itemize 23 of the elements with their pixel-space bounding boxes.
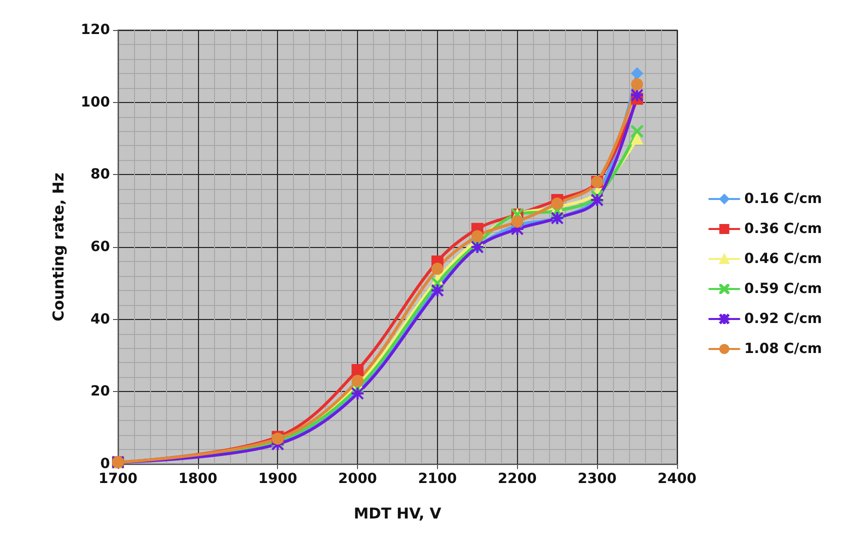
y-tick-label: 100 (80, 94, 110, 110)
x-axis-title: MDT HV, V (354, 504, 442, 522)
legend-label: 0.16 C/cm (744, 191, 822, 207)
legend-label: 0.36 C/cm (744, 221, 822, 237)
y-tick-label: 60 (90, 239, 110, 255)
x-tick-label: 1700 (98, 471, 138, 487)
y-tick-label: 0 (100, 456, 110, 472)
y-tick-label: 20 (90, 384, 110, 400)
legend-label: 0.92 C/cm (744, 311, 822, 327)
y-axis-title: Counting rate, Hz (50, 172, 68, 322)
x-tick-label: 2400 (658, 471, 697, 487)
y-tick-label: 120 (80, 22, 110, 38)
x-tick-label: 2200 (498, 471, 538, 487)
x-tick-label: 2300 (578, 471, 617, 487)
x-tick-label: 1900 (258, 471, 298, 487)
x-tick-label: 2000 (338, 471, 378, 487)
x-tick-label: 2100 (418, 471, 458, 487)
legend-label: 0.46 C/cm (744, 251, 822, 267)
legend-label: 1.08 C/cm (744, 341, 822, 357)
x-tick-label: 1800 (178, 471, 218, 487)
y-tick-label: 40 (90, 311, 110, 328)
legend-label: 0.59 C/cm (744, 281, 822, 297)
y-tick-label: 80 (90, 166, 110, 183)
